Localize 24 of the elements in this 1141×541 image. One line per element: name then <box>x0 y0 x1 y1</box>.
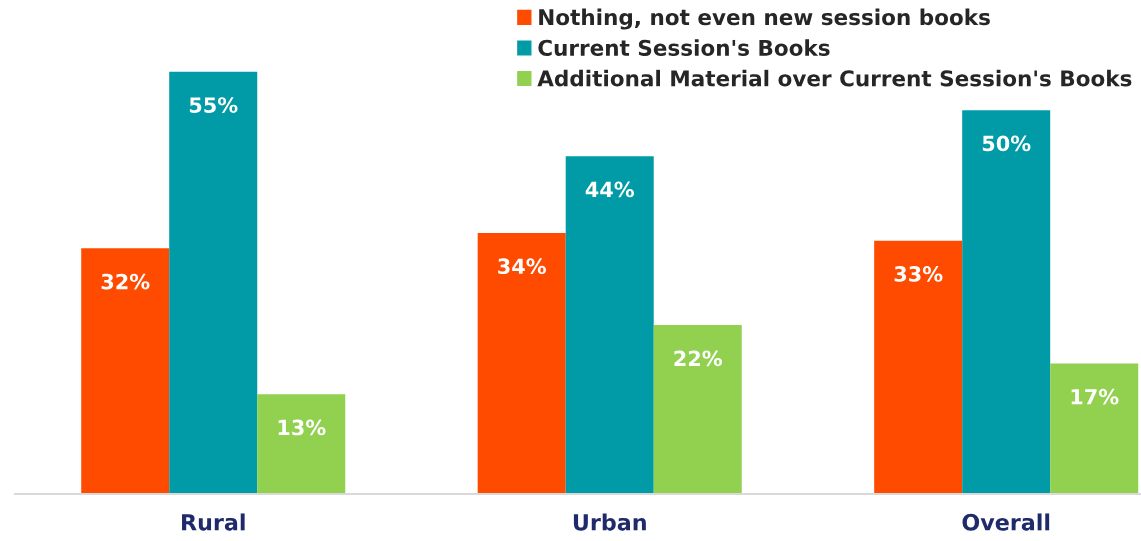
legend-label: Nothing, not even new session books <box>539 8 990 30</box>
bar <box>653 325 742 494</box>
bar <box>962 110 1051 494</box>
legend-label: Additional Material over Current Session's Books <box>537 69 1132 87</box>
bar <box>565 156 654 494</box>
data-label: 50% <box>982 135 1031 152</box>
data-label: 17% <box>1071 388 1119 405</box>
x-tick-label: Overall <box>962 513 1050 531</box>
data-label: 22% <box>674 350 723 367</box>
bar <box>477 232 566 494</box>
bar <box>874 240 963 494</box>
x-tick-label: Rural <box>182 513 245 531</box>
data-label: 55% <box>189 97 238 113</box>
bar <box>1050 363 1139 494</box>
data-label: 32% <box>101 273 150 290</box>
legend-label: Current Session's Books <box>538 39 830 56</box>
data-label: 13% <box>278 419 326 436</box>
x-tick-label: Urban <box>573 513 646 531</box>
bar <box>169 71 258 494</box>
data-label: 33% <box>894 266 943 282</box>
data-label: 34% <box>498 258 546 275</box>
bar <box>257 394 346 494</box>
bar <box>81 248 170 494</box>
data-label: 44% <box>585 181 634 198</box>
